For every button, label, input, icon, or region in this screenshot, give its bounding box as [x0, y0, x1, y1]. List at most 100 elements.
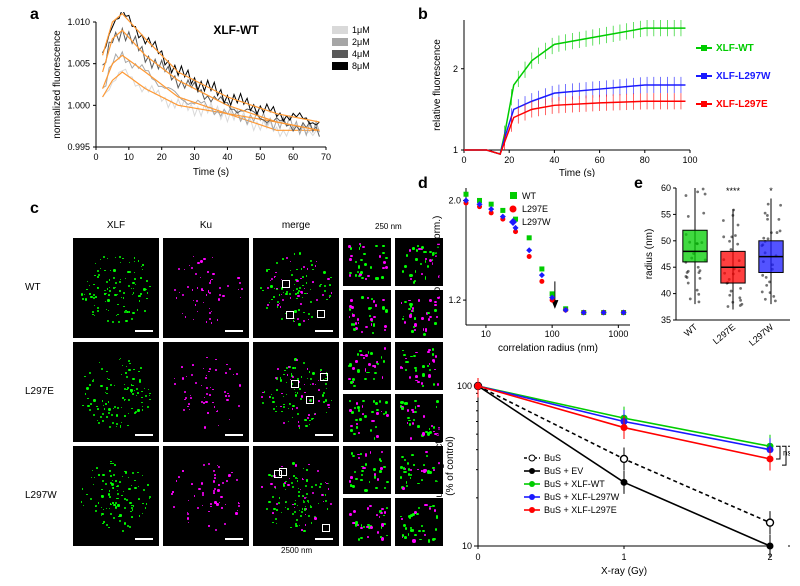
svg-text:50: 50 — [661, 236, 671, 246]
svg-text:Time (s): Time (s) — [193, 167, 229, 178]
svg-text:10: 10 — [462, 541, 472, 551]
svg-text:XLF-WT: XLF-WT — [213, 23, 259, 37]
svg-text:1000: 1000 — [608, 329, 628, 339]
label-a: a — [30, 6, 39, 24]
col-header: merge — [253, 220, 339, 231]
svg-text:100: 100 — [545, 329, 560, 339]
chart-a: 0 10 20 30 40 50 60 70 0.995 1.000 1.005 1.010 Time … — [46, 12, 396, 182]
svg-text:1.005: 1.005 — [67, 59, 90, 69]
svg-text:80: 80 — [640, 155, 650, 165]
svg-text:BuS + XLF-L297E: BuS + XLF-L297E — [544, 505, 617, 515]
svg-text:correlation (norm.): correlation (norm.) — [432, 216, 443, 298]
microscopy-cell — [253, 342, 339, 442]
row-header: WT — [25, 282, 41, 293]
svg-text:XLF-L297W: XLF-L297W — [716, 71, 771, 82]
svg-text:100: 100 — [457, 381, 472, 391]
svg-text:*: * — [789, 452, 790, 461]
svg-text:XLF-L297E: XLF-L297E — [716, 99, 768, 110]
svg-text:X-ray (Gy): X-ray (Gy) — [601, 566, 647, 577]
row-header: L297E — [25, 386, 54, 397]
svg-text:1.000: 1.000 — [67, 100, 90, 110]
svg-text:XLF-WT: XLF-WT — [716, 43, 754, 54]
microscopy-cell — [73, 238, 159, 338]
svg-text:10: 10 — [481, 329, 491, 339]
svg-text:relative fluorescence: relative fluorescence — [432, 39, 443, 131]
zoom-cell — [343, 394, 391, 442]
col-header: XLF — [73, 220, 159, 231]
svg-text:1: 1 — [453, 145, 458, 155]
col-header: Ku — [163, 220, 249, 231]
svg-text:70: 70 — [321, 152, 331, 162]
svg-text:10: 10 — [124, 152, 134, 162]
label-d: d — [418, 175, 428, 193]
svg-text:0: 0 — [475, 552, 480, 562]
svg-text:35: 35 — [661, 315, 671, 325]
chart-e: 35 40 45 50 55 60 radius (nm) WT L297E **** L297W * — [642, 180, 797, 365]
svg-text:WT: WT — [522, 191, 536, 201]
svg-text:40: 40 — [661, 289, 671, 299]
svg-text:2.0: 2.0 — [448, 195, 461, 205]
svg-text:Surviving fraction: Surviving fraction — [434, 428, 445, 505]
svg-text:radius (nm): radius (nm) — [644, 229, 655, 280]
label-c: c — [30, 200, 39, 218]
zoom-cell — [343, 290, 391, 338]
svg-text:45: 45 — [661, 262, 671, 272]
svg-text:correlation radius (nm): correlation radius (nm) — [498, 343, 598, 354]
svg-text:1: 1 — [621, 552, 626, 562]
svg-text:0: 0 — [461, 155, 466, 165]
microscopy-cell — [163, 238, 249, 338]
zoom-cell — [343, 498, 391, 546]
svg-text:100: 100 — [682, 155, 697, 165]
svg-text:4μM: 4μM — [352, 49, 370, 59]
scalebar-small: 250 nm — [375, 222, 402, 231]
microscopy-cell — [73, 342, 159, 442]
svg-text:60: 60 — [288, 152, 298, 162]
svg-text:1.010: 1.010 — [67, 17, 90, 27]
label-b: b — [418, 6, 428, 24]
svg-text:L297E: L297E — [522, 204, 548, 214]
svg-text:30: 30 — [190, 152, 200, 162]
svg-text:L297E: L297E — [711, 322, 737, 346]
svg-text:*: * — [769, 186, 773, 196]
svg-text:Time (s): Time (s) — [559, 168, 595, 177]
svg-text:(% of control): (% of control) — [445, 436, 456, 495]
svg-text:2μM: 2μM — [352, 37, 370, 47]
microscopy-cell — [73, 446, 159, 546]
zoom-cell — [343, 446, 391, 494]
zoom-cell — [343, 342, 391, 390]
microscopy-cell — [163, 446, 249, 546]
svg-text:WT: WT — [682, 322, 700, 339]
svg-text:BuS: BuS — [544, 453, 561, 463]
svg-text:60: 60 — [661, 183, 671, 193]
zoom-cell — [343, 238, 391, 286]
svg-text:1μM: 1μM — [352, 25, 370, 35]
microscopy-cell — [253, 238, 339, 338]
microscopy-cell — [253, 446, 339, 546]
svg-text:0: 0 — [93, 152, 98, 162]
chart-b: 0 20 40 60 80 100 1 2 Time (s) relative fluoresce… — [430, 12, 790, 177]
svg-text:L297W: L297W — [522, 217, 551, 227]
svg-text:BuS + XLF-WT: BuS + XLF-WT — [544, 479, 605, 489]
svg-text:BuS + EV: BuS + EV — [544, 466, 583, 476]
svg-text:20: 20 — [157, 152, 167, 162]
svg-text:55: 55 — [661, 209, 671, 219]
svg-text:60: 60 — [595, 155, 605, 165]
scalebar-large: 2500 nm — [281, 546, 312, 555]
svg-text:0.995: 0.995 — [67, 142, 90, 152]
svg-text:20: 20 — [504, 155, 514, 165]
svg-text:8μM: 8μM — [352, 61, 370, 71]
panel-c: XLF Kumerge WT L297E L297W 250 nm 2500 nm — [25, 220, 415, 575]
svg-text:40: 40 — [549, 155, 559, 165]
svg-text:50: 50 — [255, 152, 265, 162]
microscopy-cell — [163, 342, 249, 442]
svg-text:1.2: 1.2 — [448, 295, 461, 305]
svg-text:BuS + XLF-L297W: BuS + XLF-L297W — [544, 492, 620, 502]
chart-d: 10 100 1000 1.2 2.0 correlation radius (nm) co… — [430, 180, 640, 360]
svg-text:L297W: L297W — [747, 322, 776, 348]
chart-f: 01210100X-ray (Gy)Surviving fraction(% o… — [430, 378, 790, 583]
svg-text:normalized fluorescence: normalized fluorescence — [52, 30, 63, 139]
svg-text:40: 40 — [222, 152, 232, 162]
row-header: L297W — [25, 490, 57, 501]
svg-text:2: 2 — [453, 64, 458, 74]
svg-text:****: **** — [726, 186, 741, 196]
